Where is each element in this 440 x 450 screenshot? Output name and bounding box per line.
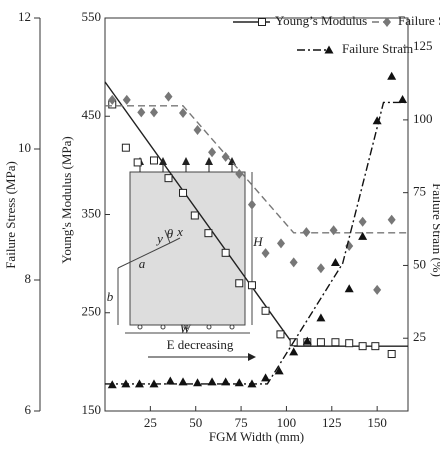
square-point [204, 229, 213, 238]
square-point [190, 211, 199, 220]
diamond-point [122, 94, 131, 105]
triangle-point [121, 379, 131, 388]
legend-marker [383, 17, 391, 27]
legend-marker [258, 18, 266, 26]
triangle-point [207, 377, 217, 386]
y3-tick-label: 8 [25, 271, 32, 286]
x-tick-label: 75 [235, 415, 248, 430]
y-tick-label: 350 [82, 205, 102, 220]
diamond-point [302, 227, 311, 238]
legend-marker [324, 45, 334, 54]
diamond-point [149, 107, 158, 118]
triangle-point [398, 95, 408, 104]
diamond-point [235, 168, 244, 179]
square-point [358, 342, 367, 351]
triangle-point [344, 284, 354, 293]
triangle-point [372, 116, 382, 125]
y2-tick-label: 50 [413, 256, 426, 271]
annotation: y [155, 231, 163, 246]
diamond-point [208, 147, 217, 158]
diamond-point [247, 199, 256, 210]
diamond-point [164, 91, 173, 102]
diamond-point [316, 263, 325, 274]
triangle-point [178, 377, 188, 386]
triangle-point [165, 376, 175, 385]
y-tick-label: 250 [82, 304, 102, 319]
annotation: E decreasing [167, 337, 234, 352]
annotation: x [176, 224, 183, 239]
diamond-point [137, 107, 146, 118]
diamond-point [329, 225, 338, 236]
square-point [387, 350, 396, 359]
annotation: a [139, 256, 146, 271]
square-point [247, 281, 256, 290]
diamond-point [358, 216, 367, 227]
diamond-point [387, 214, 396, 225]
square-point [371, 342, 380, 351]
x-tick-label: 25 [144, 415, 157, 430]
annotation: b [107, 289, 114, 304]
triangle-point [234, 378, 244, 387]
annotation: H [252, 234, 263, 249]
x-tick-label: 125 [322, 415, 342, 430]
annotation: θ [167, 226, 174, 241]
diamond-point [179, 107, 188, 118]
diamond-point [289, 257, 298, 268]
y3-tick-label: 6 [25, 402, 32, 417]
triangle-point [330, 258, 340, 267]
x-tick-label: 50 [189, 415, 202, 430]
diamond-point [108, 94, 117, 105]
triangle-point [261, 373, 271, 382]
diamond-point [373, 284, 382, 295]
y3-tick-label: 12 [18, 9, 31, 24]
triangle-point [193, 378, 203, 387]
square-point [179, 188, 188, 197]
y-tick-label: 550 [82, 9, 102, 24]
square-point [235, 279, 244, 288]
square-point [345, 339, 354, 348]
y2-tick-label: 100 [413, 111, 433, 126]
square-point [261, 306, 270, 315]
triangle-point [289, 347, 299, 356]
annotation: W [180, 321, 192, 336]
square-point [133, 158, 142, 167]
triangle-point [274, 366, 284, 375]
triangle-point [107, 380, 117, 389]
x-axis-title: FGM Width (mm) [209, 429, 304, 444]
triangle-point [247, 379, 257, 388]
square-point [276, 330, 285, 339]
legend-label: Failure Strain [342, 41, 414, 56]
y2-tick-label: 75 [413, 184, 426, 199]
y-tick-label: 450 [82, 107, 102, 122]
square-point [316, 338, 325, 347]
triangle-point [134, 379, 144, 388]
diamond-point [193, 125, 202, 136]
x-tick-label: 150 [367, 415, 387, 430]
square-point [121, 143, 130, 152]
x-tick-label: 100 [277, 415, 297, 430]
y2-axis-title: Failure Strain (%) [430, 183, 440, 277]
triangle-point [358, 231, 368, 240]
diamond-point [261, 248, 270, 259]
diamond-point [221, 151, 230, 162]
triangle-point [221, 377, 231, 386]
y-tick-label: 150 [82, 402, 102, 417]
square-point [164, 174, 173, 183]
square-point [221, 248, 230, 257]
triangle-point [316, 313, 326, 322]
triangle-point [387, 71, 397, 80]
square-point [331, 338, 340, 347]
square-point [149, 156, 158, 165]
y-axis-title: Young's Modulus (MPa) [59, 136, 74, 263]
y3-axis-title: Failure Stress (MPa) [3, 161, 18, 269]
legend-label: Failure Stress [398, 13, 440, 28]
y3-tick-label: 10 [18, 140, 31, 155]
y2-tick-label: 25 [413, 329, 426, 344]
triangle-point [302, 336, 312, 345]
triangle-point [149, 379, 159, 388]
y2-tick-label: 125 [413, 38, 433, 53]
diamond-point [276, 238, 285, 249]
legend-label: Young’s Modulus [275, 13, 367, 28]
